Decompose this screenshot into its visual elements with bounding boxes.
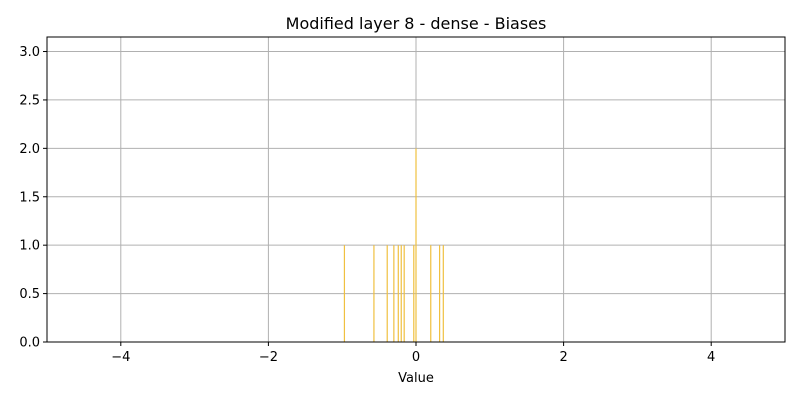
- y-tick-label: 2.0: [19, 142, 40, 157]
- histogram-bar: [413, 245, 415, 342]
- x-tick-label: 2: [559, 350, 567, 365]
- histogram-bars: [343, 148, 444, 342]
- y-tick-label: 2.5: [19, 93, 40, 108]
- chart-title: Modified layer 8 - dense - Biases: [286, 14, 547, 33]
- y-tick-label: 3.0: [19, 45, 40, 60]
- y-tick-label: 0.5: [19, 287, 40, 302]
- y-tick-label: 0.0: [19, 336, 40, 351]
- histogram-bar: [415, 148, 417, 342]
- x-tick-label: 0: [412, 350, 420, 365]
- axis-ticks: −4 −2 0 2 4 0.0 0.5 1.0 1.5 2.0 2.5 3.0: [19, 45, 715, 365]
- x-tick-label: −4: [111, 350, 130, 365]
- x-tick-label: −2: [259, 350, 278, 365]
- histogram-bar: [386, 245, 388, 342]
- y-tick-label: 1.0: [19, 239, 40, 254]
- histogram-bar: [343, 245, 346, 342]
- x-axis-label: Value: [398, 371, 434, 386]
- histogram-bar: [442, 245, 444, 342]
- histogram-bar: [400, 245, 402, 342]
- histogram-bar: [393, 245, 395, 342]
- histogram-bar: [430, 245, 432, 342]
- histogram-bar: [373, 245, 375, 342]
- histogram-bar: [403, 245, 405, 342]
- y-tick-label: 1.5: [19, 190, 40, 205]
- histogram-bar: [397, 245, 399, 342]
- histogram-bar: [439, 245, 441, 342]
- x-tick-label: 4: [707, 350, 715, 365]
